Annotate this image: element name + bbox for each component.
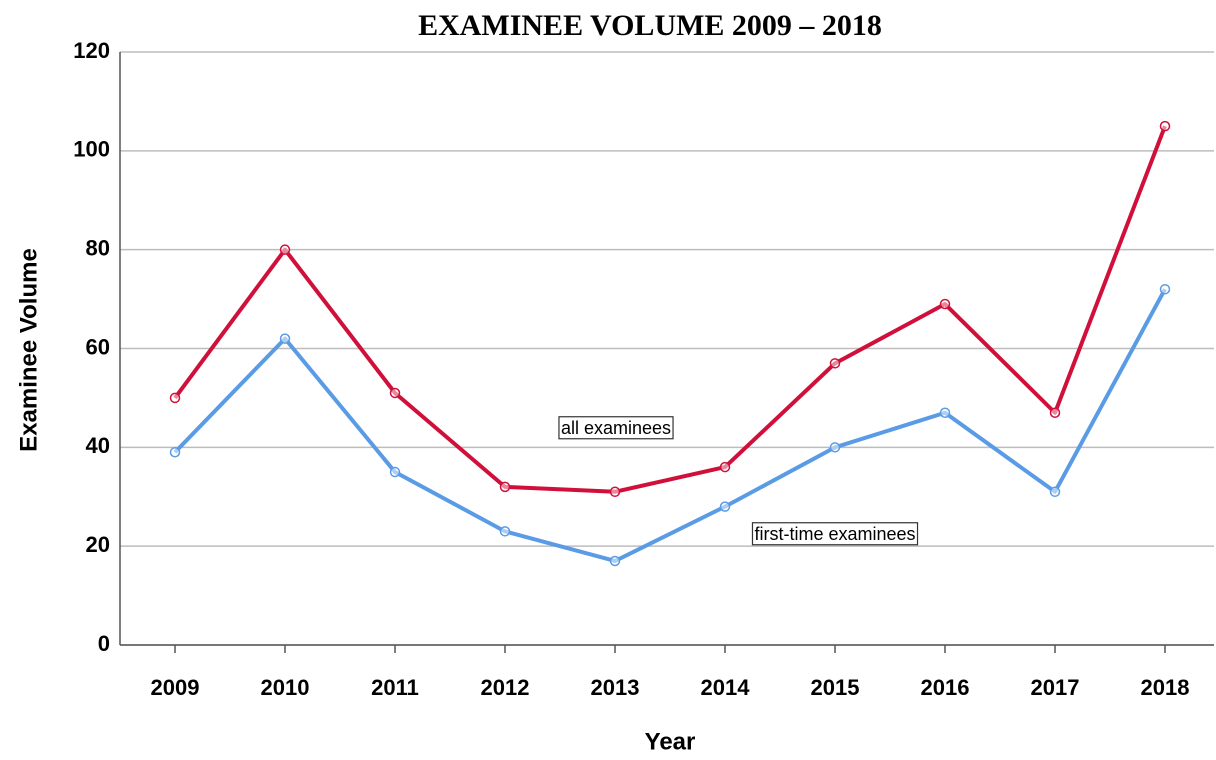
y-tick-label: 0: [98, 631, 110, 656]
data-point: [719, 501, 731, 512]
x-tick-label: 2016: [921, 675, 970, 700]
data-point: [389, 387, 401, 399]
series-line: [173, 125, 1167, 494]
y-axis-label: Examinee Volume: [15, 248, 42, 452]
data-point: [279, 244, 291, 255]
data-point: [609, 555, 621, 567]
y-tick-label: 40: [86, 433, 110, 458]
y-tick-label: 80: [86, 235, 110, 260]
data-point: [279, 333, 291, 344]
data-point: [169, 392, 181, 404]
y-tick-label: 100: [73, 137, 110, 162]
x-tick-label: 2012: [481, 675, 530, 700]
series-label-box: [751, 522, 919, 546]
data-point: [939, 407, 951, 418]
x-tick-label: 2015: [811, 675, 860, 700]
data-point: [719, 461, 731, 473]
x-tick-label: 2018: [1141, 675, 1190, 700]
data-point: [1049, 407, 1061, 418]
series-label-box: [558, 416, 674, 440]
x-tick-label: 2017: [1031, 675, 1080, 700]
series-label: all examinees: [561, 418, 671, 438]
data-point: [939, 298, 951, 310]
data-point: [499, 526, 511, 537]
data-point: [1159, 120, 1171, 132]
series-label: first-time examinees: [754, 524, 915, 544]
data-point: [1049, 486, 1061, 498]
x-tick-label: 2013: [591, 675, 640, 700]
x-tick-label: 2010: [261, 675, 310, 700]
data-point: [609, 486, 621, 498]
y-tick-label: 60: [86, 334, 110, 359]
data-point: [829, 358, 841, 369]
data-point: [169, 447, 181, 458]
y-tick-label: 120: [73, 38, 110, 63]
series-line: [173, 288, 1167, 563]
x-tick-label: 2011: [371, 675, 419, 700]
data-point: [1159, 283, 1171, 295]
chart-title: EXAMINEE VOLUME 2009 – 2018: [418, 9, 882, 42]
x-tick-label: 2014: [701, 675, 751, 700]
data-point: [499, 481, 511, 493]
x-axis-label: Year: [645, 728, 696, 755]
data-point: [829, 442, 841, 453]
y-tick-label: 20: [86, 532, 110, 557]
data-point: [389, 466, 401, 478]
x-tick-label: 2009: [151, 675, 200, 700]
